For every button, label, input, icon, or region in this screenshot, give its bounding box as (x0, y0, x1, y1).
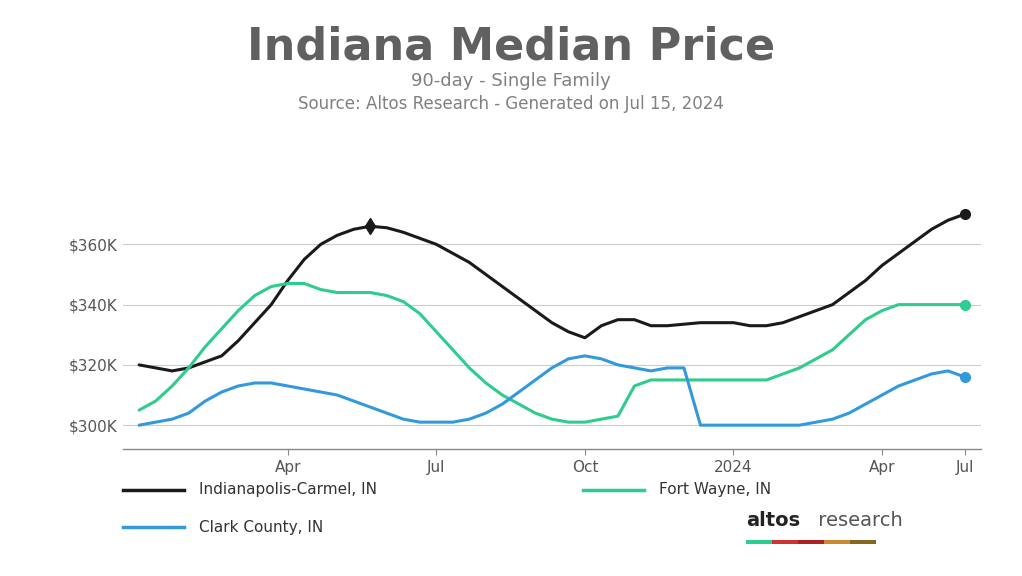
Text: Source: Altos Research - Generated on Jul 15, 2024: Source: Altos Research - Generated on Ju… (298, 95, 724, 113)
Text: Fort Wayne, IN: Fort Wayne, IN (659, 482, 772, 497)
Text: Indiana Median Price: Indiana Median Price (247, 26, 775, 69)
Text: altos: altos (746, 511, 800, 530)
Text: Indianapolis-Carmel, IN: Indianapolis-Carmel, IN (199, 482, 377, 497)
Text: Clark County, IN: Clark County, IN (199, 520, 324, 535)
Text: research: research (812, 511, 903, 530)
Text: 90-day - Single Family: 90-day - Single Family (411, 72, 611, 90)
